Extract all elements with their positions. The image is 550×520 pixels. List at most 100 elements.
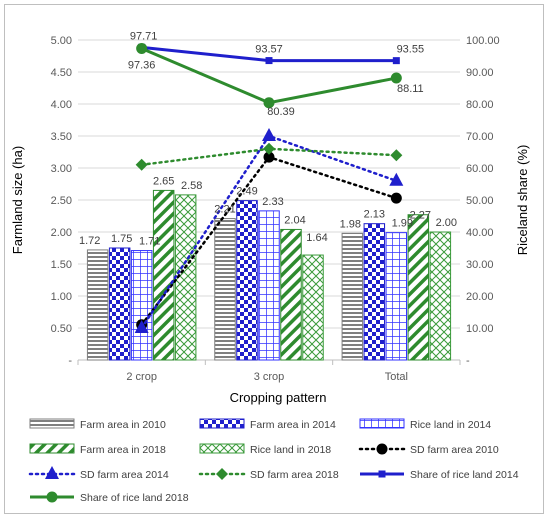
y2-tick-label: - [466,355,470,367]
point-marker [378,470,386,478]
legend-label: Farm area in 2014 [250,419,336,431]
point-marker [389,172,404,186]
legend-item: Farm area in 2010 [29,418,166,431]
y2-tick-label: 20.00 [466,291,494,303]
point-marker [263,142,275,155]
series-line [141,47,397,105]
x-tick-label: 2 crop [126,371,157,383]
legend-label: Farm area in 2010 [80,419,166,431]
legend-label: SD farm area 2018 [250,469,339,481]
y-tick-label: 3.50 [51,131,72,143]
y-tick-label: 1.00 [51,291,72,303]
bar-data-label: 1.64 [306,232,327,244]
legend-swatch [29,443,75,454]
y2-axis-title: Riceland share (%) [515,145,530,256]
x-tick-label: 3 crop [254,371,285,383]
legend-swatch [199,443,245,454]
legend-label: SD farm area 2014 [80,469,169,481]
point-marker [390,149,403,162]
bar-data-label: 2.27 [410,210,431,222]
legend-label: Farm area in 2018 [80,444,166,456]
legend-item: Share of rice land 2018 [30,491,189,504]
y2-tick-label: 10.00 [466,323,494,335]
point-marker [136,42,148,54]
point-marker [134,320,149,333]
bar [86,249,109,361]
bar-data-label: 2.04 [284,214,305,226]
x-tick-label: Total [385,371,408,383]
x-axis-title: Cropping pattern [230,390,327,405]
legend-item: SD farm area 2018 [198,468,339,481]
legend-label: Share of rice land 2018 [80,492,189,504]
y-tick-label: 5.00 [51,35,72,47]
bar [108,247,131,361]
line-data-label: 80.39 [267,106,295,118]
legend-item: SD farm area 2014 [28,466,169,481]
bar-data-label: 1.99 [392,218,413,230]
bar-data-label: 2.21 [214,204,235,216]
legend-label: Rice land in 2018 [250,444,331,456]
point-marker [216,468,228,480]
bar [363,223,386,361]
legend-item: Farm area in 2018 [29,443,166,456]
bar-data-label: 2.13 [364,209,385,221]
bar-data-label: 2.49 [236,186,257,198]
legend-swatch [199,418,245,429]
y-tick-label: 4.00 [51,99,72,111]
bar-data-label: 2.58 [181,180,202,192]
legend-swatch [359,418,405,429]
legend-label: Share of rice land 2014 [410,469,519,481]
line-data-label: 97.71 [130,30,158,42]
legend-label: Rice land in 2014 [410,419,491,431]
point-marker [45,466,59,479]
legend: Farm area in 2010 Farm area in 2014 Rice l… [28,418,519,504]
point-marker [390,192,402,204]
line-data-label: 88.11 [397,83,424,95]
legend-label: SD farm area 2010 [410,444,499,456]
y2-tick-label: 40.00 [466,227,494,239]
y2-tick-label: 50.00 [466,195,494,207]
bar [152,189,175,361]
legend-item: Farm area in 2014 [199,418,336,431]
y2-tick-label: 70.00 [466,131,494,143]
legend-item: Share of rice land 2014 [360,469,519,481]
bar [236,200,258,361]
legend-item: SD farm area 2010 [358,443,499,456]
y-tick-label: 2.50 [51,195,72,207]
point-marker [262,128,276,141]
legend-item: Rice land in 2014 [359,418,491,431]
y2-tick-label: 60.00 [466,163,494,175]
bar [341,232,364,361]
y2-tick-label: 90.00 [466,67,494,79]
bar-data-label: 2.65 [153,175,174,187]
y2-tick-label: 80.00 [466,99,494,111]
y-tick-label: 1.50 [51,259,72,271]
y-tick-label: 0.50 [51,323,72,335]
bar-data-label: 1.75 [111,233,132,245]
y-tick-label: 2.00 [51,227,72,239]
bar [302,254,324,361]
point-marker [392,57,400,65]
y-axis-title: Farmland size (ha) [10,146,25,254]
bars [86,189,452,361]
legend-swatch [29,418,75,429]
bar-data-label: 1.71 [139,236,160,248]
bar-data-label: 1.98 [340,218,361,230]
bar [258,210,280,361]
bar-data-label: 2.33 [262,196,283,208]
bar [214,218,236,361]
bar [429,231,452,361]
bar-data-label: 1.72 [79,235,100,247]
y2-tick-label: 30.00 [466,259,494,271]
lines [134,42,404,333]
bar [130,250,153,361]
line-data-label: 93.55 [397,44,425,56]
bar [385,232,408,361]
bar [280,228,302,361]
chart-frame [4,4,544,514]
legend-item: Rice land in 2018 [199,443,331,456]
point-marker [46,491,58,503]
data-labels: 1.72 2.21 1.98 1.75 2.49 2.13 1.71 2.33 1.99 2.65… [79,30,457,247]
y2-tick-label: 100.00 [466,35,500,47]
